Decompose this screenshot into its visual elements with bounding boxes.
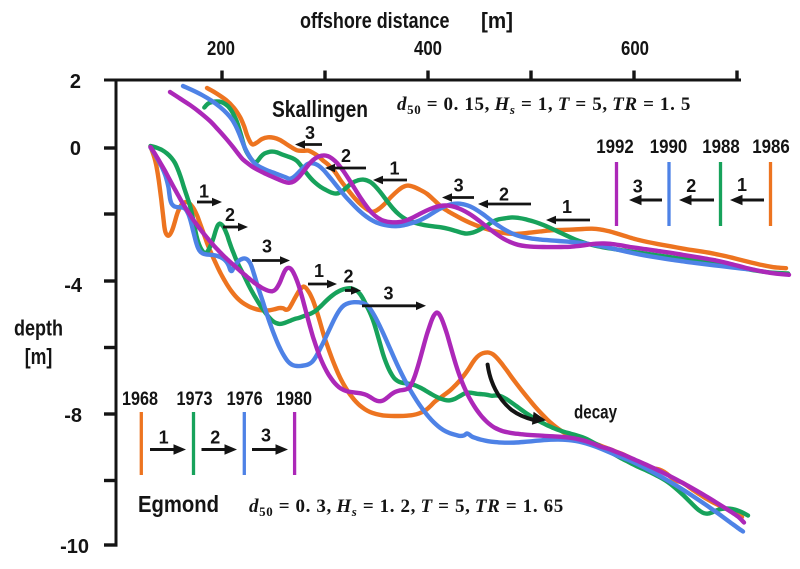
svg-text:600: 600	[621, 38, 649, 60]
svg-text:0: 0	[70, 138, 81, 160]
svg-text:depth: depth	[14, 316, 63, 341]
svg-text:offshore distance: offshore distance	[300, 8, 450, 33]
svg-text:2: 2	[343, 267, 353, 287]
svg-text:-10: -10	[60, 536, 89, 558]
svg-text:1986: 1986	[752, 136, 790, 158]
svg-text:[m]: [m]	[25, 344, 53, 369]
svg-text:3: 3	[454, 176, 464, 196]
svg-text:2: 2	[341, 146, 351, 166]
svg-text:d50 = 0. 3, Hs = 1. 2, T = 5,: d50 = 0. 3, Hs = 1. 2, T = 5, TR = 1. 65	[249, 496, 564, 519]
svg-text:3: 3	[262, 237, 272, 257]
svg-text:-4: -4	[64, 275, 83, 297]
svg-text:Skallingen: Skallingen	[272, 96, 368, 122]
svg-text:1988: 1988	[702, 136, 740, 158]
svg-text:200: 200	[207, 38, 235, 60]
svg-text:1968: 1968	[122, 388, 158, 410]
svg-text:decay: decay	[574, 403, 617, 424]
svg-text:3: 3	[383, 284, 393, 304]
svg-text:3: 3	[633, 177, 643, 197]
svg-text:2: 2	[686, 176, 696, 196]
svg-text:[m]: [m]	[481, 8, 513, 33]
svg-text:3: 3	[305, 123, 315, 143]
svg-text:d50 = 0. 15, Hs = 1, T = 5, TR: d50 = 0. 15, Hs = 1, T = 5, TR = 1. 5	[397, 94, 691, 117]
svg-text:2: 2	[210, 428, 220, 448]
svg-text:Egmond: Egmond	[138, 491, 219, 517]
svg-text:400: 400	[414, 38, 442, 60]
svg-text:1976: 1976	[227, 388, 263, 410]
svg-text:1: 1	[737, 175, 747, 195]
svg-text:1973: 1973	[177, 388, 213, 410]
svg-text:-8: -8	[64, 405, 82, 427]
svg-text:1: 1	[562, 197, 572, 217]
svg-text:1: 1	[199, 182, 209, 202]
svg-text:2: 2	[70, 71, 81, 93]
svg-text:2: 2	[499, 185, 509, 205]
svg-text:1980: 1980	[276, 388, 312, 410]
svg-text:1: 1	[314, 261, 324, 281]
svg-text:1992: 1992	[596, 136, 634, 158]
svg-text:1990: 1990	[650, 136, 688, 158]
svg-text:1: 1	[159, 428, 169, 448]
svg-text:3: 3	[261, 426, 271, 446]
svg-text:1: 1	[389, 159, 399, 179]
svg-text:2: 2	[225, 205, 235, 225]
